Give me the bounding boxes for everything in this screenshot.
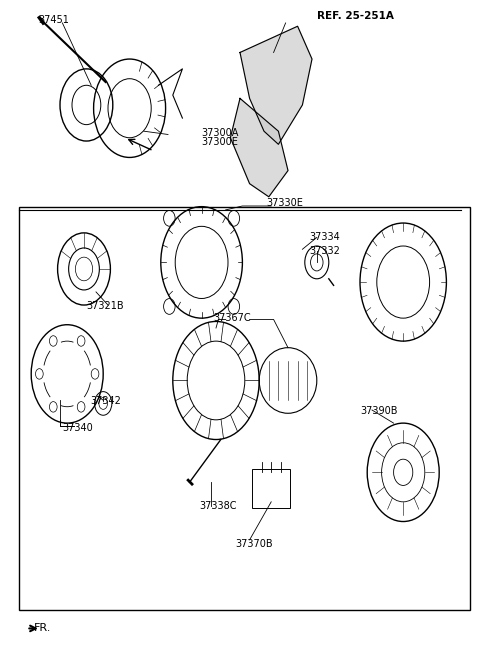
Text: 37300E: 37300E — [202, 136, 239, 147]
Text: 37300A: 37300A — [202, 127, 239, 138]
Text: 37367C: 37367C — [214, 313, 251, 323]
Polygon shape — [240, 26, 312, 144]
Text: REF. 25-251A: REF. 25-251A — [317, 11, 394, 22]
Text: 37390B: 37390B — [360, 406, 397, 417]
Polygon shape — [230, 98, 288, 197]
Text: 37332: 37332 — [310, 245, 340, 256]
Text: 37338C: 37338C — [199, 501, 237, 512]
Text: 37451: 37451 — [38, 14, 69, 25]
Text: 37334: 37334 — [310, 232, 340, 243]
Text: 37321B: 37321B — [86, 301, 124, 312]
Text: 37342: 37342 — [90, 396, 121, 407]
Text: 37340: 37340 — [62, 422, 93, 433]
Text: FR.: FR. — [34, 623, 51, 634]
Text: 37370B: 37370B — [235, 539, 273, 550]
Text: 37330E: 37330E — [266, 198, 303, 209]
